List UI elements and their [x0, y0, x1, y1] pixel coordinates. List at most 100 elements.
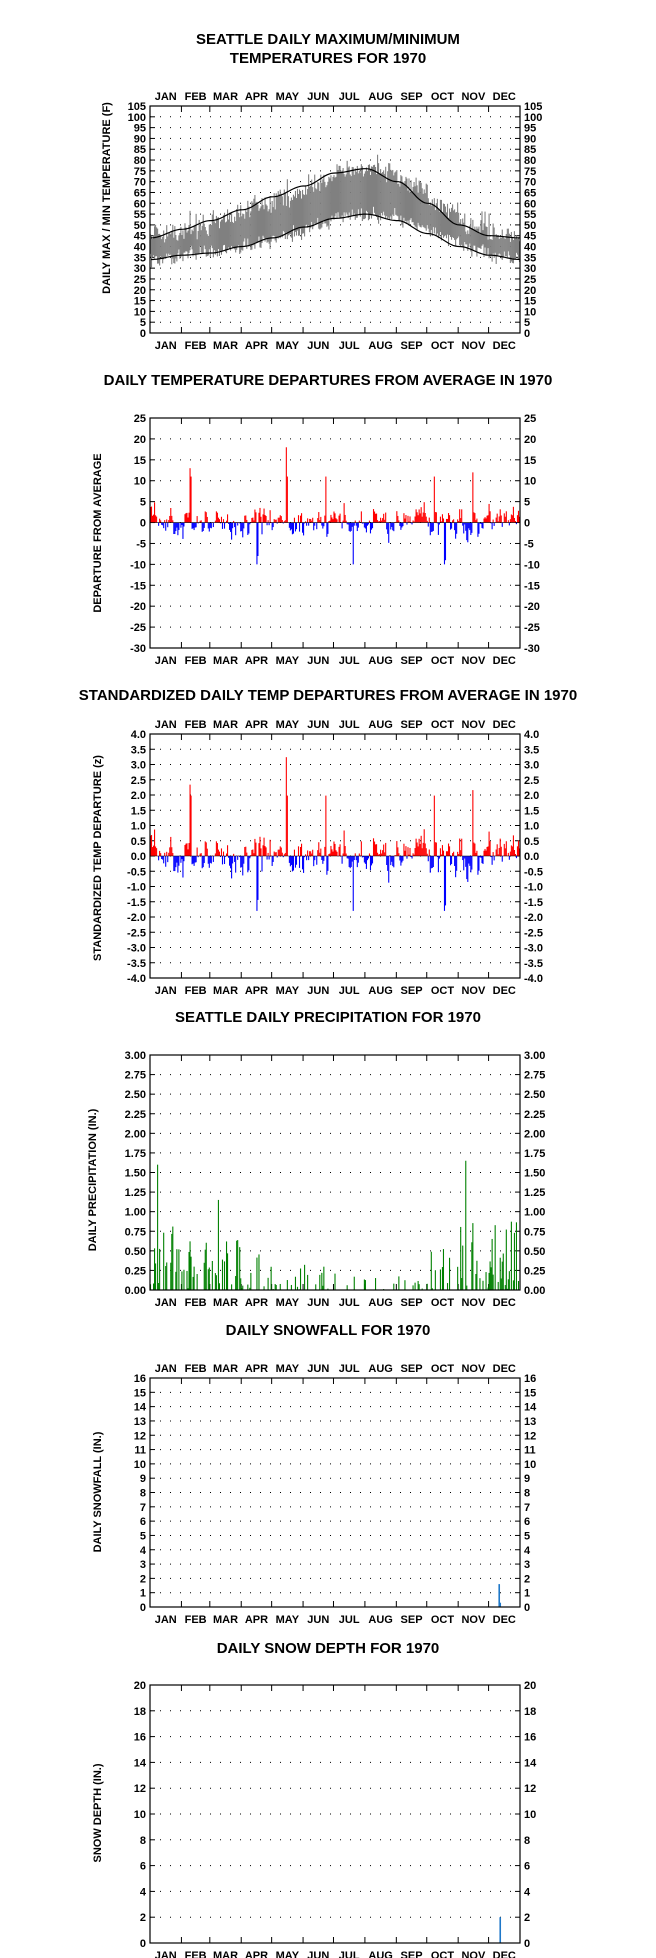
depth-month-label-bottom: JUL	[339, 1950, 360, 1958]
std-ytick-label-right: 1.5	[524, 805, 539, 817]
prcp-ytick-label-left: 1.00	[125, 1207, 146, 1219]
prcp-ytick-label-right: 1.50	[524, 1168, 545, 1180]
temp-month-label-top: MAR	[213, 91, 238, 103]
temp-month-label-top: FEB	[185, 91, 207, 103]
temp-month-label-top: SEP	[401, 91, 423, 103]
dep-ytick-label-right: 20	[524, 434, 536, 446]
depth-ytick-label-right: 2	[524, 1912, 530, 1924]
std-ytick-label-left: 2.5	[131, 775, 146, 787]
dep-ytick-label-right: -20	[524, 601, 540, 613]
dep-ytick-label-left: -5	[136, 538, 146, 550]
snow-ytick-label-right: 16	[524, 1373, 536, 1385]
snow-ytick-label-left: 14	[134, 1402, 147, 1414]
temp-month-label-bottom: DEC	[493, 340, 516, 352]
std-ytick-label-left: -1.0	[127, 882, 146, 894]
dep-ytick-label-left: 5	[140, 497, 146, 509]
prcp-ytick-label-left: 1.50	[125, 1168, 146, 1180]
temp-ytick-label-left: 15	[134, 296, 146, 308]
snow-month-label-bottom: MAR	[213, 1614, 238, 1626]
snow-ytick-label-right: 12	[524, 1430, 536, 1442]
depth-ytick-label-right: 0	[524, 1938, 530, 1950]
dep-ytick-label-right: -15	[524, 580, 540, 592]
prcp-month-label-bottom: SEP	[401, 1297, 423, 1309]
std-month-label-top: MAY	[276, 719, 300, 731]
prcp-ytick-label-left: 2.25	[125, 1109, 146, 1121]
dep-ytick-label-left: -15	[130, 580, 146, 592]
snow-ytick-label-right: 6	[524, 1516, 530, 1528]
temp-ytick-label-right: 70	[524, 177, 536, 189]
depth-month-label-bottom: JAN	[155, 1950, 177, 1958]
snow-ytick-label-right: 4	[524, 1545, 531, 1557]
snow-ytick-label-left: 15	[134, 1387, 146, 1399]
snow-month-label-bottom: APR	[245, 1614, 268, 1626]
std-month-label-bottom: APR	[245, 985, 268, 997]
temp-ytick-label-right: 0	[524, 328, 530, 340]
std-ytick-label-left: 1.5	[131, 805, 146, 817]
depth-ytick-label-right: 12	[524, 1783, 536, 1795]
std-ytick-label-right: -4.0	[524, 973, 543, 985]
depth-ytick-label-left: 20	[134, 1680, 146, 1692]
snow-ytick-label-right: 9	[524, 1473, 530, 1485]
dep-plot-area: -30 -30 -25 -25 -20 -20 -15 -15 -10 -10 -5 -5 0 0 5 5 10…	[130, 413, 540, 667]
std-ytick-label-right: -2.0	[524, 912, 543, 924]
depth-title: DAILY SNOW DEPTH FOR 1970	[217, 1640, 440, 1657]
snow-month-label-bottom: OCT	[431, 1614, 455, 1626]
depth-ytick-label-left: 16	[134, 1732, 146, 1744]
std-month-label-top: FEB	[185, 719, 207, 731]
temp-ytick-label-left: 65	[134, 187, 146, 199]
temp-ytick-label-left: 35	[134, 252, 146, 264]
depth-ytick-label-right: 14	[524, 1757, 537, 1769]
temp-month-label-bottom: JAN	[155, 340, 177, 352]
dep-month-label-bottom: FEB	[185, 655, 207, 667]
temp-month-label-top: AUG	[368, 91, 392, 103]
snow-month-label-bottom: JUL	[339, 1614, 360, 1626]
std-month-label-bottom: JUN	[307, 985, 329, 997]
dep-ytick-label-right: 15	[524, 455, 536, 467]
snow-ytick-label-left: 10	[134, 1459, 146, 1471]
snow-month-label-top: OCT	[431, 1363, 455, 1375]
temp-ytick-label-right: 80	[524, 155, 536, 167]
prcp-ytick-label-left: 1.75	[125, 1148, 146, 1160]
precipitation-panel: SEATTLE DAILY PRECIPITATION FOR 1970 DAI…	[87, 1009, 545, 1309]
snow-month-label-bottom: SEP	[401, 1614, 423, 1626]
snow-ytick-label-right: 0	[524, 1602, 530, 1614]
snow-ytick-label-right: 3	[524, 1559, 530, 1571]
temp-ytick-label-left: 90	[134, 133, 146, 145]
temp-ytick-label-right: 35	[524, 252, 536, 264]
prcp-ytick-label-right: 3.00	[524, 1050, 545, 1062]
std-ytick-label-left: -4.0	[127, 973, 146, 985]
prcp-ytick-label-left: 2.50	[125, 1089, 146, 1101]
depth-ytick-label-left: 10	[134, 1809, 146, 1821]
std-month-label-bottom: FEB	[185, 985, 207, 997]
temp-month-label-top: MAY	[276, 91, 300, 103]
temp-month-label-top: JUN	[307, 91, 329, 103]
temp-ytick-label-right: 25	[524, 274, 536, 286]
std-month-label-bottom: JAN	[155, 985, 177, 997]
snow-month-label-top: MAY	[276, 1363, 300, 1375]
temp-ytick-label-right: 90	[524, 133, 536, 145]
dep-ytick-label-right: 0	[524, 518, 530, 530]
std-ytick-label-right: -3.0	[524, 943, 543, 955]
std-month-label-bottom: AUG	[368, 985, 392, 997]
prcp-ytick-label-left: 3.00	[125, 1050, 146, 1062]
snow-month-label-bottom: AUG	[368, 1614, 392, 1626]
snow-ytick-label-right: 14	[524, 1402, 537, 1414]
standardized-panel: STANDARDIZED DAILY TEMP DEPARTURES FROM …	[79, 687, 577, 997]
temp-month-label-bottom: JUN	[307, 340, 329, 352]
std-ytick-label-left: 3.0	[131, 760, 146, 772]
snow-ytick-label-right: 7	[524, 1502, 530, 1514]
std-ytick-label-left: 2.0	[131, 790, 146, 802]
temp-ytick-label-left: 40	[134, 242, 146, 254]
prcp-ytick-label-right: 2.00	[524, 1128, 545, 1140]
prcp-month-label-bottom: FEB	[185, 1297, 207, 1309]
std-month-label-top: AUG	[368, 719, 392, 731]
depth-month-label-bottom: APR	[245, 1950, 268, 1958]
snow-ytick-label-left: 13	[134, 1416, 146, 1428]
prcp-month-label-bottom: AUG	[368, 1297, 392, 1309]
snow-ytick-label-right: 10	[524, 1459, 536, 1471]
snow-month-label-top: FEB	[185, 1363, 207, 1375]
snow-ytick-label-right: 11	[524, 1445, 536, 1457]
std-ytick-label-left: 4.0	[131, 729, 146, 741]
std-month-label-top: JUL	[339, 719, 360, 731]
